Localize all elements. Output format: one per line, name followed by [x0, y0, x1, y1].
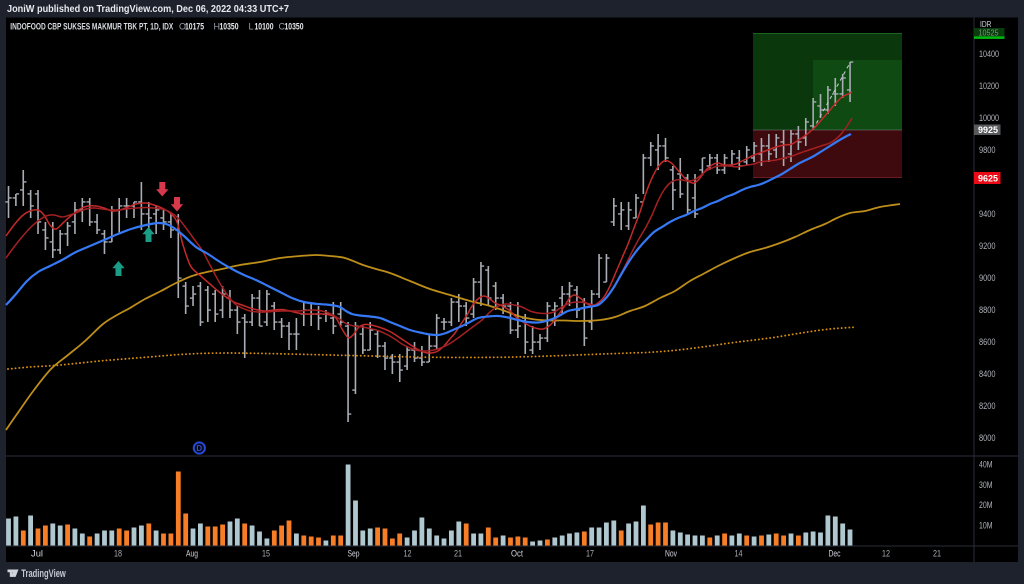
svg-text:10525: 10525 [979, 29, 999, 38]
svg-text:21: 21 [933, 548, 941, 558]
svg-text:9400: 9400 [979, 209, 996, 219]
svg-text:10175: 10175 [185, 21, 204, 31]
svg-text:12: 12 [404, 548, 412, 558]
svg-text:10400: 10400 [979, 49, 999, 59]
svg-text:Oct: Oct [511, 548, 523, 558]
svg-text:Sep: Sep [348, 548, 360, 558]
svg-text:Aug: Aug [186, 548, 198, 558]
svg-text:8200: 8200 [979, 401, 996, 411]
svg-text:9200: 9200 [979, 241, 996, 251]
svg-text:8400: 8400 [979, 369, 996, 379]
svg-text:10100: 10100 [255, 21, 274, 31]
svg-text:10350: 10350 [285, 21, 304, 31]
svg-text:INDOFOOD CBP SUKSES MAKMUR TBK: INDOFOOD CBP SUKSES MAKMUR TBK PT, 1D, I… [10, 21, 173, 31]
svg-text:10000: 10000 [979, 113, 999, 123]
svg-text:Dec: Dec [829, 548, 841, 558]
svg-text:14: 14 [735, 548, 743, 558]
svg-text:10200: 10200 [979, 81, 999, 91]
svg-text:17: 17 [586, 548, 594, 558]
svg-text:H: H [214, 21, 221, 31]
svg-text:10M: 10M [979, 521, 993, 531]
svg-text:Nov: Nov [665, 548, 677, 558]
svg-text:10350: 10350 [220, 21, 239, 31]
svg-text:30M: 30M [979, 480, 993, 490]
svg-text:21: 21 [454, 548, 462, 558]
svg-text:8600: 8600 [979, 337, 996, 347]
svg-text:12: 12 [882, 548, 890, 558]
svg-text:18: 18 [114, 548, 122, 558]
svg-text:Jul: Jul [31, 548, 43, 558]
svg-text:40M: 40M [979, 460, 993, 470]
svg-text:9000: 9000 [979, 273, 996, 283]
svg-text:15: 15 [262, 548, 270, 558]
svg-text:20M: 20M [979, 500, 993, 510]
svg-text:9925: 9925 [978, 125, 999, 136]
svg-text:O: O [179, 21, 186, 31]
svg-text:D: D [196, 444, 202, 453]
svg-text:L: L [249, 21, 254, 31]
svg-text:9625: 9625 [978, 174, 999, 185]
svg-text:8000: 8000 [979, 433, 996, 443]
svg-text:8800: 8800 [979, 305, 996, 315]
svg-text:TradingView: TradingView [21, 568, 66, 580]
svg-text:IDR: IDR [980, 20, 992, 29]
svg-text:JoniW published on TradingView: JoniW published on TradingView.com, Dec … [7, 4, 289, 15]
svg-text:9800: 9800 [979, 145, 996, 155]
svg-text:C: C [279, 21, 286, 31]
